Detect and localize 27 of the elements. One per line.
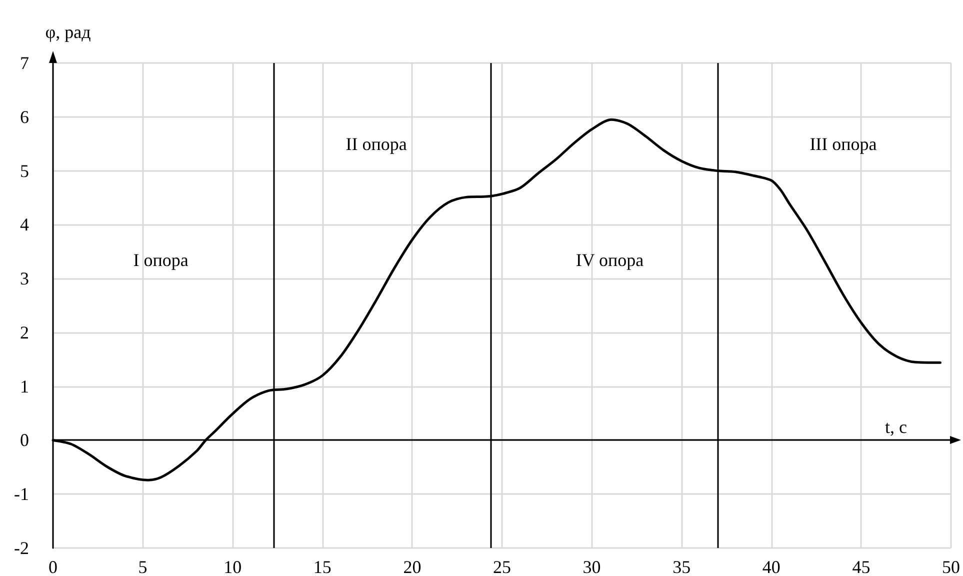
y-tick-label: -1 [14,484,29,504]
y-axis-title: φ, рад [45,22,91,42]
y-tick-label: 1 [20,376,29,396]
x-tick-label: 5 [138,557,148,576]
annotation: III опора [810,134,877,154]
y-tick-label: 2 [20,322,29,342]
x-tick-label: 40 [762,557,780,576]
x-tick-label: 0 [48,557,58,576]
annotation: I опора [133,250,188,270]
x-tick-label: 50 [942,557,960,576]
x-tick-label: 15 [313,557,332,576]
y-tick-label: 3 [20,268,29,289]
x-tick-label: 25 [493,557,511,576]
y-tick-label: 0 [20,430,29,450]
y-tick-label: 5 [20,160,29,181]
y-tick-label: 7 [20,53,29,73]
y-tick-label: 4 [20,214,29,235]
x-tick-label: 20 [403,557,422,576]
annotation: II опора [346,134,407,154]
x-tick-label: 35 [672,557,691,576]
x-tick-label: 30 [582,557,601,576]
y-tick-label: 6 [20,106,29,127]
x-tick-label: 10 [224,557,242,576]
y-tick-label: -2 [14,538,29,558]
x-axis-title: t, с [885,417,907,438]
annotation: IV опора [576,250,644,270]
x-tick-label: 45 [852,557,870,576]
